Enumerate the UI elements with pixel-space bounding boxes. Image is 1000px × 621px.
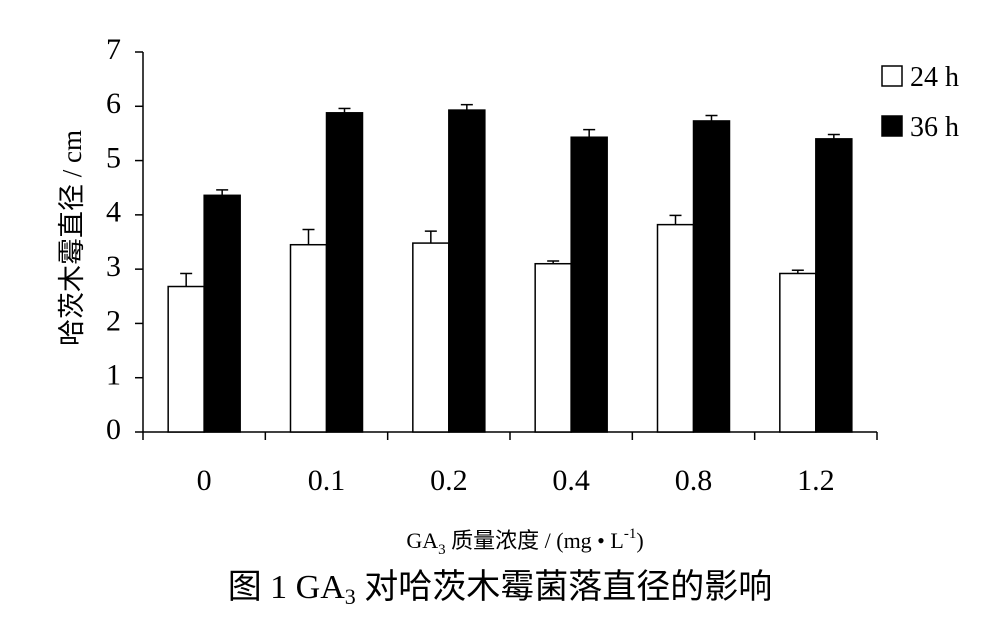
caption-subscript: 3 <box>345 584 356 609</box>
y-tick-label: 0 <box>106 413 121 446</box>
x-tick-label: 0.1 <box>308 464 346 497</box>
y-tick-label: 1 <box>106 359 121 392</box>
legend-swatch-24h <box>881 65 903 87</box>
x-tick-label: 0.8 <box>675 464 713 497</box>
bar-36h <box>692 120 731 433</box>
x-axis-label-subscript: 3 <box>438 542 446 558</box>
y-tick-label: 3 <box>106 250 121 283</box>
bar-24h <box>656 223 695 433</box>
bar-36h <box>570 136 608 433</box>
bar-24h <box>779 272 817 433</box>
x-axis-label-suffix: ) <box>636 528 643 553</box>
x-axis-label-middle: 质量浓度 / (mg • L <box>446 528 624 553</box>
bar-24h <box>167 285 205 433</box>
legend: 24 h 36 h <box>881 62 959 143</box>
bar-36h <box>448 109 486 433</box>
x-axis-label-superscript: -1 <box>624 526 637 542</box>
bar-24h <box>534 262 572 433</box>
bar-36h <box>325 112 364 433</box>
x-tick-label: 0.4 <box>552 464 590 497</box>
y-tick-label: 4 <box>106 196 121 229</box>
y-tick-labels: 0 1 2 3 4 5 6 7 <box>106 33 121 446</box>
x-tick-label: 1.2 <box>797 464 835 497</box>
y-axis-label: 哈茨木霉直径 / cm <box>57 130 87 346</box>
x-tick-label: 0 <box>197 464 212 497</box>
axes <box>135 51 878 440</box>
x-tick-label: 0.2 <box>430 464 468 497</box>
x-axis-label-prefix: GA <box>406 528 438 553</box>
bar-36h <box>203 194 241 433</box>
bar-24h <box>412 242 450 433</box>
y-tick-label: 2 <box>106 304 121 337</box>
legend-label-36h: 36 h <box>910 112 959 143</box>
bars <box>167 109 853 433</box>
error-bars <box>180 103 840 287</box>
x-tick-labels: 0 0.1 0.2 0.4 0.8 1.2 <box>197 464 835 497</box>
legend-swatch-36h <box>881 115 903 137</box>
caption-prefix: 图 1 GA <box>228 569 346 606</box>
y-tick-label: 7 <box>106 33 121 66</box>
y-tick-label: 6 <box>106 87 121 120</box>
legend-label-24h: 24 h <box>910 62 959 93</box>
x-axis-label: GA3 质量浓度 / (mg • L-1) <box>406 526 643 558</box>
bar-36h <box>815 138 853 433</box>
y-tick-label: 5 <box>106 141 121 174</box>
figure-caption: 图 1 GA3 对哈茨木霉菌落直径的影响 <box>228 568 773 609</box>
caption-suffix: 对哈茨木霉菌落直径的影响 <box>356 568 773 606</box>
bar-24h <box>289 243 328 433</box>
